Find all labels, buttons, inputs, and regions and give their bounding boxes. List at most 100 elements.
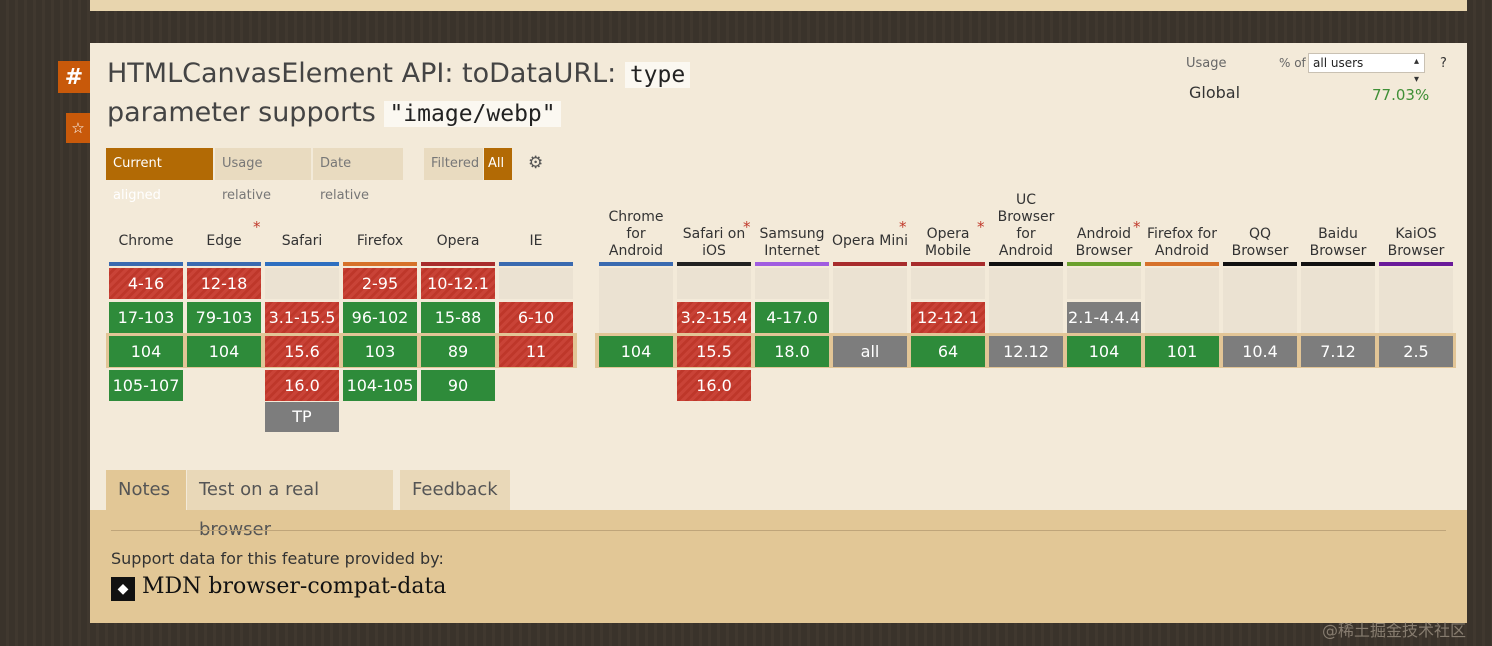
support-cell-current[interactable]: 104 bbox=[599, 336, 673, 367]
empty-cell bbox=[1301, 268, 1375, 333]
header-safari: Safari bbox=[265, 200, 339, 250]
support-cell[interactable]: TP bbox=[265, 402, 339, 432]
tab-feedback[interactable]: Feedback bbox=[400, 470, 510, 510]
header-chrome: Chrome bbox=[109, 200, 183, 250]
header-opera: Opera bbox=[421, 200, 495, 250]
support-cell[interactable]: 10-12.1 bbox=[421, 268, 495, 299]
support-cell[interactable]: 16.0 bbox=[677, 370, 751, 401]
browser-name: Opera bbox=[436, 233, 480, 249]
support-cell[interactable]: 104-105 bbox=[343, 370, 417, 401]
usage-audience-select[interactable]: all users ▴ ▾ bbox=[1308, 53, 1425, 85]
header-line bbox=[1067, 262, 1141, 266]
support-data-label: Support data for this feature provided b… bbox=[111, 549, 444, 568]
header-line bbox=[755, 262, 829, 266]
header-ie: IE bbox=[499, 200, 573, 250]
support-cell-current[interactable]: 104 bbox=[187, 336, 261, 367]
filtered-button[interactable]: Filtered bbox=[424, 148, 483, 180]
browser-name: Edge bbox=[206, 233, 242, 249]
title-text: HTMLCanvasElement API: toDataURL: bbox=[107, 58, 617, 89]
header-line-safari bbox=[265, 262, 339, 266]
support-cell-current[interactable]: 10.4 bbox=[1223, 336, 1297, 367]
header-chrome-android: Chrome for Android bbox=[599, 200, 673, 260]
header-line-chrome bbox=[109, 262, 183, 266]
support-cell[interactable]: 90 bbox=[421, 370, 495, 401]
all-button[interactable]: All bbox=[484, 148, 512, 180]
date-relative-button[interactable]: Date relative bbox=[313, 148, 403, 203]
header-line bbox=[1301, 262, 1375, 266]
support-cell[interactable]: 105-107 bbox=[109, 370, 183, 401]
support-cell-current[interactable]: 11 bbox=[499, 336, 573, 367]
support-cell[interactable]: 16.0 bbox=[265, 370, 339, 401]
help-button[interactable]: ? bbox=[1440, 56, 1447, 71]
empty-cell bbox=[755, 268, 829, 299]
header-line bbox=[911, 262, 985, 266]
browser-name: Safari bbox=[281, 233, 323, 249]
empty-cell bbox=[1145, 268, 1219, 333]
support-cell-current[interactable]: 103 bbox=[343, 336, 417, 367]
support-cell-current[interactable]: all bbox=[833, 336, 907, 367]
note-asterisk: * bbox=[253, 218, 261, 236]
browser-name: Samsung Internet bbox=[759, 226, 825, 259]
empty-cell bbox=[499, 268, 573, 299]
header-firefox-android: Firefox for Android bbox=[1145, 200, 1219, 260]
support-cell[interactable]: 4-17.0 bbox=[755, 302, 829, 333]
settings-gear-icon[interactable]: ⚙ bbox=[528, 153, 544, 173]
browser-name: Opera Mini bbox=[831, 233, 909, 249]
support-cell[interactable]: 12-18 bbox=[187, 268, 261, 299]
support-cell-current[interactable]: 89 bbox=[421, 336, 495, 367]
mdn-source-link[interactable]: MDN browser-compat-data bbox=[142, 574, 447, 599]
feature-title: HTMLCanvasElement API: toDataURL: type p… bbox=[107, 55, 727, 133]
support-cell-current[interactable]: 18.0 bbox=[755, 336, 829, 367]
empty-cell bbox=[1067, 268, 1141, 299]
support-cell-current[interactable]: 7.12 bbox=[1301, 336, 1375, 367]
current-version-band-desktop bbox=[106, 333, 577, 368]
usage-label: Usage bbox=[1186, 56, 1227, 71]
support-cell[interactable]: 12-12.1 bbox=[911, 302, 985, 333]
support-cell-current[interactable]: 15.6 bbox=[265, 336, 339, 367]
header-uc-browser: UC Browser for Android bbox=[989, 192, 1063, 260]
support-cell-current[interactable]: 64 bbox=[911, 336, 985, 367]
select-arrows-icon: ▴ ▾ bbox=[1413, 56, 1419, 85]
support-cell[interactable]: 17-103 bbox=[109, 302, 183, 333]
note-asterisk: * bbox=[1133, 218, 1141, 236]
anchor-link-button[interactable]: # bbox=[58, 61, 90, 93]
support-cell[interactable]: 6-10 bbox=[499, 302, 573, 333]
support-cell-current[interactable]: 101 bbox=[1145, 336, 1219, 367]
bookmark-button[interactable]: ☆ bbox=[66, 113, 90, 143]
star-icon: ☆ bbox=[71, 119, 85, 137]
support-cell[interactable]: 3.1-15.5 bbox=[265, 302, 339, 333]
browser-name: Safari on iOS bbox=[682, 226, 746, 259]
empty-cell bbox=[265, 268, 339, 299]
region-label: Global bbox=[1189, 83, 1241, 102]
support-cell[interactable]: 2.1-4.4.4 bbox=[1067, 302, 1141, 333]
tab-test-real-browser[interactable]: Test on a real browser bbox=[187, 470, 393, 540]
mdn-logo-icon: ◆ bbox=[111, 577, 135, 601]
support-cell-current[interactable]: 15.5 bbox=[677, 336, 751, 367]
support-cell[interactable]: 3.2-15.4 bbox=[677, 302, 751, 333]
support-cell-current[interactable]: 2.5 bbox=[1379, 336, 1453, 367]
support-cell[interactable]: 2-95 bbox=[343, 268, 417, 299]
browser-name: IE bbox=[529, 233, 543, 249]
header-kaios-browser: KaiOS Browser bbox=[1379, 200, 1453, 260]
header-line bbox=[1223, 262, 1297, 266]
browser-name: QQ Browser bbox=[1231, 226, 1289, 259]
support-cell[interactable]: 96-102 bbox=[343, 302, 417, 333]
support-cell-current[interactable]: 104 bbox=[109, 336, 183, 367]
support-cell-current[interactable]: 12.12 bbox=[989, 336, 1063, 367]
header-line bbox=[989, 262, 1063, 266]
tab-notes[interactable]: Notes bbox=[106, 470, 186, 510]
tab-panel bbox=[90, 510, 1467, 623]
note-asterisk: * bbox=[899, 218, 907, 236]
usage-relative-button[interactable]: Usage relative bbox=[215, 148, 311, 203]
current-aligned-button[interactable]: Current aligned bbox=[106, 148, 213, 203]
divider bbox=[111, 530, 1446, 531]
header-line-firefox bbox=[343, 262, 417, 266]
support-cell[interactable]: 4-16 bbox=[109, 268, 183, 299]
support-cell[interactable]: 79-103 bbox=[187, 302, 261, 333]
support-cell-current[interactable]: 104 bbox=[1067, 336, 1141, 367]
header-line bbox=[1379, 262, 1453, 266]
browser-name: Firefox for Android bbox=[1146, 226, 1218, 259]
header-opera-mobile: Opera Mobile bbox=[911, 200, 985, 260]
browser-name: UC Browser for Android bbox=[997, 192, 1055, 259]
support-cell[interactable]: 15-88 bbox=[421, 302, 495, 333]
